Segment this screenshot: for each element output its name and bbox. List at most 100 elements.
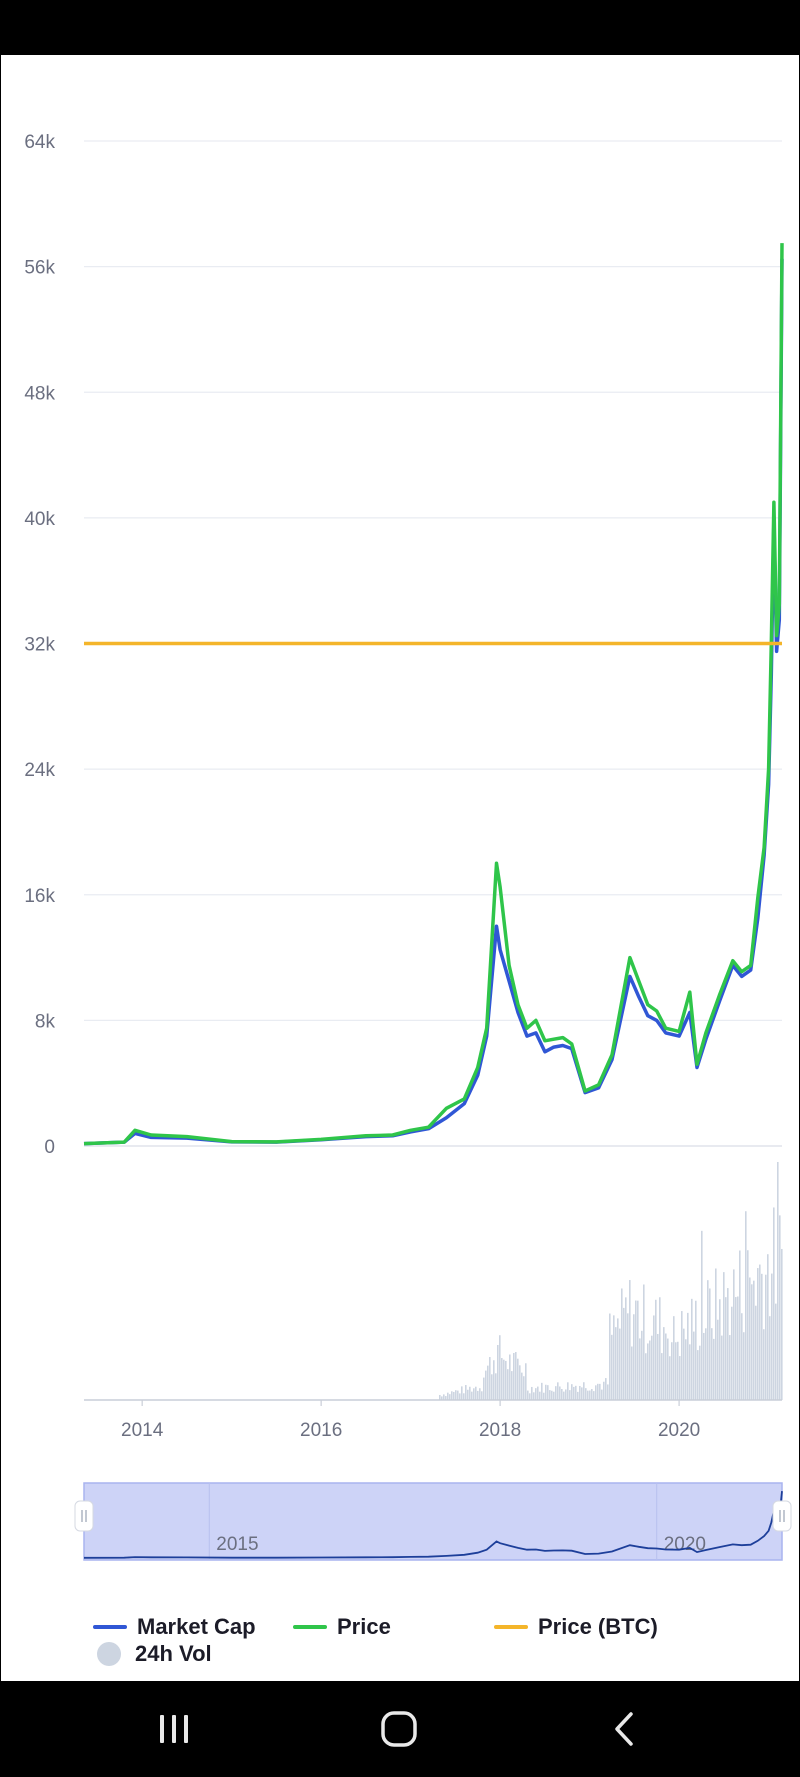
volume-bar	[511, 1371, 513, 1400]
volume-bar	[485, 1370, 487, 1400]
volume-bar	[509, 1354, 511, 1400]
y-tick-label: 40k	[24, 509, 55, 530]
y-tick-label: 56k	[24, 258, 55, 279]
volume-bar	[653, 1315, 655, 1400]
volume-bar	[495, 1373, 497, 1400]
volume-bar	[499, 1335, 501, 1400]
volume-bar	[455, 1390, 457, 1400]
volume-bar	[741, 1313, 743, 1400]
volume-bar	[671, 1342, 673, 1400]
volume-bar	[773, 1207, 775, 1400]
volume-bar	[493, 1360, 495, 1400]
volume-bar	[687, 1312, 689, 1400]
back-icon	[615, 1712, 633, 1746]
volume-bar	[737, 1296, 739, 1400]
volume-bar	[439, 1394, 441, 1400]
volume-bar	[717, 1319, 719, 1400]
volume-bar	[557, 1382, 559, 1400]
volume-bar	[615, 1327, 617, 1400]
volume-bar	[541, 1382, 543, 1400]
volume-bar	[719, 1299, 721, 1400]
navigator-right-handle[interactable]	[772, 1500, 792, 1532]
volume-bar	[505, 1360, 507, 1400]
volume-bar	[685, 1339, 687, 1400]
legend-price-label: Price	[337, 1614, 391, 1639]
volume-bar	[525, 1363, 527, 1400]
recent-apps-icon	[160, 1715, 188, 1743]
volume-bar	[647, 1343, 649, 1400]
volume-bar	[639, 1338, 641, 1400]
volume-bar	[555, 1386, 557, 1400]
volume-bar	[739, 1250, 741, 1400]
volume-bar	[765, 1274, 767, 1400]
volume-bar	[721, 1335, 723, 1400]
volume-bar	[667, 1338, 669, 1400]
volume-bar	[547, 1385, 549, 1400]
market-cap-series-line[interactable]	[83, 258, 784, 1146]
home-icon	[381, 1711, 417, 1747]
volume-bar	[695, 1300, 697, 1400]
volume-bar	[743, 1332, 745, 1400]
volume-bar	[529, 1393, 531, 1400]
navigator-selection[interactable]	[83, 1482, 783, 1561]
volume-bar	[523, 1376, 525, 1400]
volume-bar	[761, 1273, 763, 1400]
volume-bar	[481, 1391, 483, 1400]
legend-24h-vol[interactable]: 24h Vol	[91, 1641, 212, 1667]
volume-bar	[521, 1372, 523, 1400]
volume-bar	[559, 1386, 561, 1400]
volume-bar	[487, 1365, 489, 1400]
volume-bar	[483, 1377, 485, 1400]
legend-market-cap[interactable]: Market Cap	[93, 1614, 256, 1640]
volume-bar	[749, 1277, 751, 1400]
volume-bar	[587, 1390, 589, 1400]
volume-bar	[735, 1297, 737, 1400]
volume-bar	[645, 1353, 647, 1400]
volume-bar	[655, 1299, 657, 1400]
volume-bar	[457, 1390, 459, 1400]
price-chart[interactable]: 64k 56k 48k 40k 32k 24k 16k 8k 0 2014 2016 2018 202…	[1, 55, 799, 1600]
y-tick-label: 0	[44, 1137, 55, 1158]
volume-bar	[613, 1315, 615, 1400]
volume-bar	[451, 1391, 453, 1400]
volume-bar	[781, 1248, 783, 1400]
status-bar	[0, 0, 800, 55]
volume-bar	[665, 1333, 667, 1400]
volume-bar	[575, 1385, 577, 1400]
volume-bar	[621, 1288, 623, 1400]
volume-bar	[531, 1386, 533, 1400]
chart-legend: Market Cap Price Price (BTC) 24h Vol	[1, 1600, 800, 1680]
volume-bar	[617, 1318, 619, 1400]
volume-bar	[723, 1272, 725, 1400]
volume-bar	[445, 1396, 447, 1400]
volume-bar	[693, 1331, 695, 1400]
recent-apps-button[interactable]	[144, 1701, 204, 1757]
legend-price-btc-swatch	[494, 1625, 528, 1629]
legend-price-btc[interactable]: Price (BTC)	[494, 1614, 658, 1640]
navigator-left-handle[interactable]	[74, 1500, 94, 1532]
volume-bar	[715, 1268, 717, 1400]
navigator-tick-label: 2015	[216, 1534, 258, 1555]
volume-bar	[469, 1386, 471, 1400]
price-series-line[interactable]	[83, 243, 784, 1146]
volume-bar	[561, 1389, 563, 1400]
y-tick-label: 8k	[35, 1011, 56, 1032]
volume-bar	[549, 1390, 551, 1400]
volume-bar	[581, 1387, 583, 1400]
volume-bar	[467, 1389, 469, 1400]
volume-bar	[453, 1391, 455, 1400]
volume-bar	[679, 1356, 681, 1400]
volume-bar	[565, 1389, 567, 1400]
volume-bar	[661, 1353, 663, 1400]
volume-bar	[745, 1211, 747, 1400]
volume-bar	[577, 1391, 579, 1400]
back-button[interactable]	[594, 1701, 654, 1757]
volume-bar	[705, 1328, 707, 1400]
volume-bar	[699, 1345, 701, 1400]
volume-bar	[729, 1335, 731, 1400]
legend-price[interactable]: Price	[293, 1614, 391, 1640]
volume-bar	[707, 1280, 709, 1400]
home-button[interactable]	[369, 1701, 429, 1757]
volume-bar	[779, 1215, 781, 1400]
volume-bar	[563, 1391, 565, 1400]
